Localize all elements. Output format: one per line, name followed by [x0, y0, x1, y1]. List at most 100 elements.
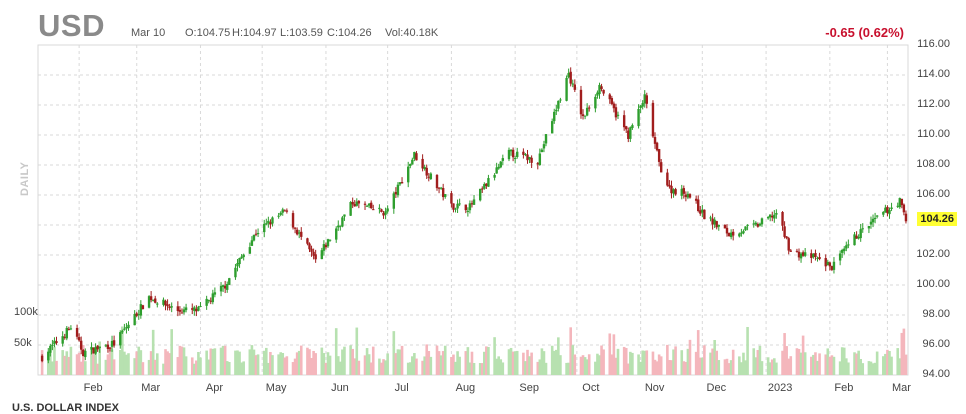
volume-bar	[485, 346, 488, 375]
volume-bar	[106, 354, 110, 375]
candle-body	[742, 231, 745, 234]
price-change: -0.65 (0.62%)	[825, 25, 904, 40]
volume-bar	[295, 352, 299, 375]
volume-bar	[768, 362, 772, 375]
volume-bar	[256, 354, 260, 375]
candle-body	[657, 149, 661, 162]
candle-body	[571, 83, 574, 85]
volume-bar	[738, 356, 741, 375]
volume-bar	[456, 351, 459, 375]
candle-body	[740, 232, 743, 234]
volume-bar	[180, 346, 184, 375]
volume-bar	[812, 354, 815, 375]
y-tick-label: 98.00	[922, 308, 950, 320]
candle-body	[608, 94, 611, 100]
close-value: C:104.26	[327, 27, 372, 39]
candle-body	[890, 207, 893, 209]
candle-body	[859, 229, 862, 239]
candle-body	[444, 194, 447, 197]
volume-bar	[470, 351, 474, 375]
volume-bar	[579, 356, 583, 375]
candle-body	[351, 201, 354, 205]
candle-body	[585, 107, 589, 116]
candle-body	[211, 293, 215, 303]
volume-bar	[682, 361, 686, 375]
candle-body	[598, 84, 601, 95]
volume-bar	[297, 350, 301, 375]
volume-bar	[871, 363, 875, 375]
candle-body	[596, 92, 599, 96]
candle-body	[896, 205, 899, 207]
candle-body	[69, 328, 73, 330]
volume-bar	[622, 346, 626, 375]
volume-bar	[709, 352, 712, 375]
candle-body	[622, 115, 626, 128]
volume-bar	[357, 360, 361, 375]
volume-bar	[569, 327, 572, 375]
volume-bar	[882, 356, 885, 375]
candle-body	[382, 212, 385, 216]
volume-bar	[571, 345, 575, 375]
candle-body	[326, 239, 330, 247]
candle-body	[637, 108, 640, 127]
candle-body	[312, 251, 315, 256]
volume-bar	[522, 352, 525, 375]
candle-body	[824, 258, 827, 267]
volume-bar	[614, 357, 618, 375]
y-tick-label: 102.00	[916, 248, 950, 260]
candle-body	[119, 332, 122, 346]
candle-body	[199, 305, 202, 307]
volume-bar	[626, 363, 630, 375]
candle-body	[180, 312, 184, 314]
volume-bar	[299, 345, 303, 375]
candle-body	[760, 218, 764, 225]
volume-bar	[701, 357, 704, 375]
volume-bar	[380, 362, 383, 375]
volume-bar	[902, 328, 906, 375]
candle-body	[221, 285, 225, 287]
candle-body	[830, 266, 834, 270]
volume-bars	[40, 326, 908, 375]
volume-bar	[594, 361, 597, 375]
candle-body	[478, 188, 482, 201]
volume-bar	[427, 351, 431, 375]
candle-body	[55, 341, 58, 344]
candle-body	[773, 214, 776, 219]
volume-bar	[341, 349, 344, 375]
candle-body	[310, 248, 313, 252]
candle-body	[731, 231, 735, 236]
volume-bar	[386, 353, 389, 375]
volume-bar	[674, 346, 677, 375]
x-tick-label: Apr	[205, 382, 224, 394]
candle-body	[409, 163, 412, 167]
volume-bar	[744, 360, 747, 375]
candle-body	[228, 278, 231, 285]
volume-bar	[544, 362, 548, 375]
volume-bar	[63, 355, 67, 375]
volume-bar	[264, 347, 268, 375]
volume-bar	[81, 345, 85, 375]
volume-bar	[211, 348, 215, 375]
candle-body	[861, 228, 864, 230]
candle-body	[758, 223, 762, 226]
candle-body	[254, 233, 258, 235]
candle-body	[674, 189, 677, 195]
candle-body	[398, 182, 402, 185]
candle-body	[394, 191, 398, 195]
candle-body	[293, 227, 297, 229]
volume-bar	[698, 357, 702, 375]
volume-bar	[458, 356, 461, 375]
volume-bar	[121, 326, 124, 375]
candle-body	[378, 207, 381, 210]
volume-bar	[515, 350, 519, 375]
candle-body	[816, 257, 819, 259]
volume-bar	[847, 362, 850, 375]
candle-body	[550, 121, 554, 134]
volume-bar	[773, 358, 776, 375]
volume-bar	[711, 348, 714, 375]
candle-body	[703, 209, 706, 220]
volume-bar	[92, 352, 95, 375]
volume-bar	[713, 339, 716, 375]
volume-bar	[598, 355, 601, 375]
